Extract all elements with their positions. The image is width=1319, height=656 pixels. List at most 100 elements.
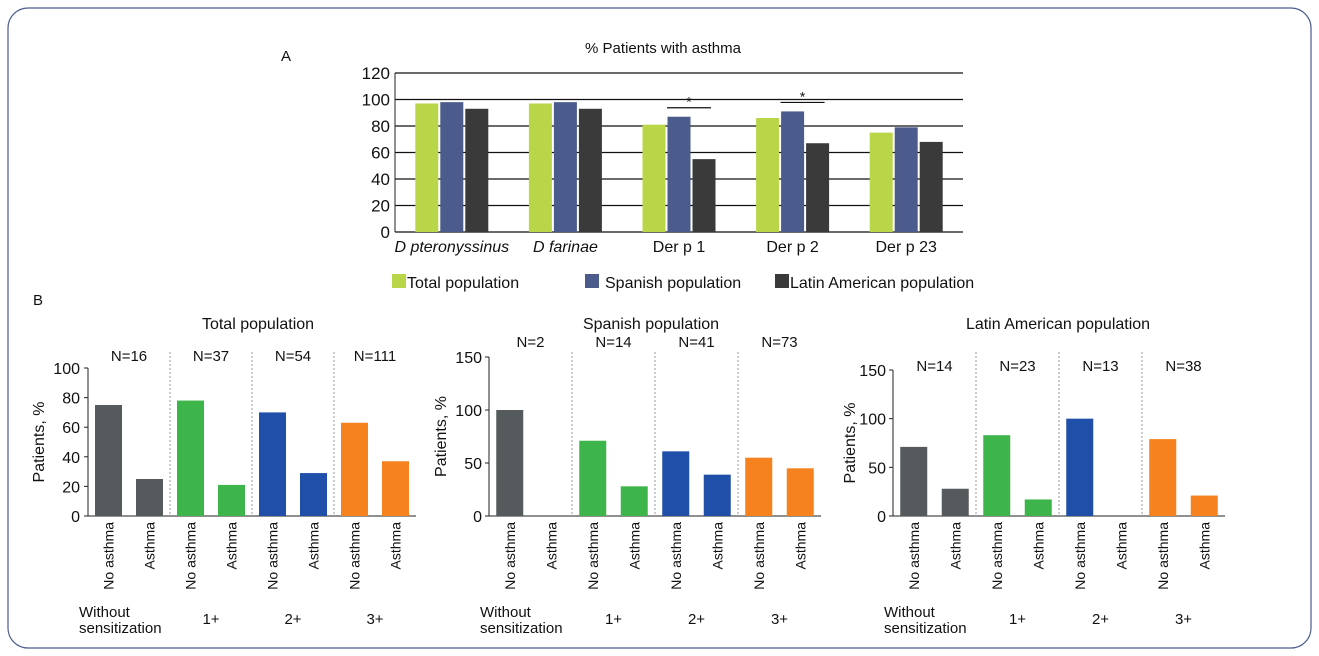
panel-b-bar-label: No asthma	[989, 522, 1005, 590]
panel-a-x-tick-label: D farinae	[533, 239, 598, 256]
panel-a-bar	[642, 124, 666, 232]
panel-b-bar	[136, 479, 163, 516]
panel-a-y-tick-label: 20	[371, 197, 390, 216]
panel-b-y-tick-label: 0	[473, 509, 482, 526]
panel-b-bar	[1024, 499, 1052, 516]
panel-b-y-tick-label: 0	[71, 509, 80, 526]
panel-b-bar	[745, 457, 773, 516]
panel-b-bar	[259, 412, 286, 516]
panel-b-bar	[341, 422, 368, 516]
panel-b-y-tick-label: 50	[464, 456, 482, 473]
panel-b-y-tick-label: 100	[859, 412, 886, 429]
panel-b-charts: Total population Patients, % 0 20 40 60 80 100 N…	[31, 316, 1225, 637]
panel-b-group-n: N=23	[999, 358, 1035, 375]
panel-b-chart-title: Total population	[202, 316, 314, 333]
panel-b-group-label: Without	[480, 604, 532, 621]
panel-a-y-ticks: 0 20 40 60 80 100 120	[362, 64, 390, 242]
panel-b-letter: B	[33, 292, 43, 309]
panel-a-legend-swatch	[392, 274, 406, 288]
panel-b-y-tick-label: 80	[62, 391, 80, 408]
panel-a-letter: A	[281, 48, 291, 65]
panel-a-legend-label: Latin American population	[790, 275, 974, 292]
panel-b-y-tick-label: 50	[868, 460, 886, 477]
panel-b-group-label: 3+	[771, 611, 788, 628]
panel-b-group-label: 3+	[366, 611, 383, 628]
panel-b-bar-label: No asthma	[183, 522, 199, 590]
panel-b-bar-label: Asthma	[709, 522, 725, 570]
panel-a-bar	[528, 103, 552, 232]
panel-b-bar	[786, 468, 814, 516]
panel-b-y-tick-label: 150	[455, 350, 482, 367]
panel-b-group-n: N=37	[193, 348, 229, 365]
panel-a-legend-swatch	[585, 274, 599, 288]
panel-b-bar-label: No asthma	[265, 522, 281, 590]
panel-a-x-labels: D pteronyssinus D farinae Der p 1 Der p 2 De…	[394, 239, 937, 256]
panel-b-group-label: sensitization	[884, 620, 967, 637]
panel-b-chart-title: Spanish population	[583, 316, 719, 333]
panel-b-bar-label: No asthma	[502, 522, 518, 590]
panel-a-bar	[919, 141, 943, 232]
panel-b-bar-label: Asthma	[1030, 522, 1046, 570]
panel-b-group-n: N=73	[761, 334, 797, 351]
panel-b-y-tick-label: 60	[62, 420, 80, 437]
panel-b-group-n: N=13	[1082, 358, 1118, 375]
panel-b-bar-label: Asthma	[626, 522, 642, 570]
panel-b-group-label: sensitization	[480, 620, 563, 637]
panel-b-group-label: 3+	[1175, 611, 1192, 628]
panel-a-legend: Total population Spanish population Latin …	[392, 274, 974, 292]
panel-a-y-tick-label: 40	[371, 170, 390, 189]
panel-b-group-label: 1+	[202, 611, 219, 628]
panel-b-y-tick-label: 150	[859, 363, 886, 380]
panel-b-chart-3: Latin American population Patients, % 0 50 1…	[842, 316, 1225, 637]
panel-a-x-tick-label: Der p 23	[876, 239, 937, 256]
panel-a-y-tick-label: 0	[381, 223, 390, 242]
panel-b-y-tick-label: 20	[62, 479, 80, 496]
panel-a-legend-label: Total population	[407, 275, 519, 292]
panel-a-bar	[781, 111, 805, 232]
figure-frame	[7, 7, 1312, 649]
panel-b-y-tick-label: 40	[62, 450, 80, 467]
panel-a-bar	[806, 143, 830, 232]
panel-a-title: % Patients with asthma	[585, 40, 742, 57]
panel-a-chart: A % Patients with asthma 0 20 40 60 80 100 120…	[281, 40, 974, 292]
panel-a-significance-mark: *	[686, 94, 692, 110]
panel-b-group-n: N=16	[111, 348, 147, 365]
panel-a-y-tick-label: 60	[371, 144, 390, 163]
panel-b-y-tick-label: 0	[877, 509, 886, 526]
panel-a-legend-label: Spanish population	[605, 275, 741, 292]
panel-b-group-n: N=41	[678, 334, 714, 351]
panel-a-bar	[415, 103, 439, 232]
panel-a-bar	[756, 118, 780, 232]
panel-b-group-label: Without	[884, 604, 936, 621]
panel-b-bar	[662, 451, 690, 516]
panel-b-chart-title: Latin American population	[966, 316, 1150, 333]
panel-b-bar	[579, 440, 607, 516]
panel-b-bar-label: Asthma	[947, 522, 963, 570]
panel-b-y-axis-label: Patients, %	[31, 402, 48, 483]
panel-b-bar-label: Asthma	[388, 522, 404, 570]
panel-b-y-tick-label: 100	[455, 403, 482, 420]
panel-b-bar	[177, 400, 204, 516]
panel-b-group-label: sensitization	[79, 620, 162, 637]
panel-b-bar	[900, 446, 928, 516]
panel-b-group-n: N=2	[517, 334, 545, 351]
panel-a-y-tick-label: 80	[371, 117, 390, 136]
panel-a-bar	[578, 108, 602, 232]
panel-b-y-axis-label: Patients, %	[433, 396, 450, 477]
panel-b-bar	[95, 405, 122, 516]
panel-b-bar	[218, 484, 245, 516]
panel-a-bars	[415, 102, 943, 233]
panel-b-chart-2: Spanish population Patients, % 0 50 100 150 N=…	[433, 316, 821, 637]
panel-b-group-n: N=111	[354, 348, 396, 365]
panel-b-bar-label: No asthma	[347, 522, 363, 590]
panel-a-bar	[465, 108, 489, 232]
panel-b-group-label: 2+	[1092, 611, 1109, 628]
panel-b-bar	[983, 435, 1011, 516]
panel-a-x-tick-label: D pteronyssinus	[394, 239, 509, 256]
panel-b-bar-label: Asthma	[224, 522, 240, 570]
panel-a-y-tick-label: 100	[362, 91, 390, 110]
panel-b-bar	[941, 488, 969, 516]
panel-b-bar	[620, 486, 648, 516]
panel-a-bar	[894, 127, 918, 232]
